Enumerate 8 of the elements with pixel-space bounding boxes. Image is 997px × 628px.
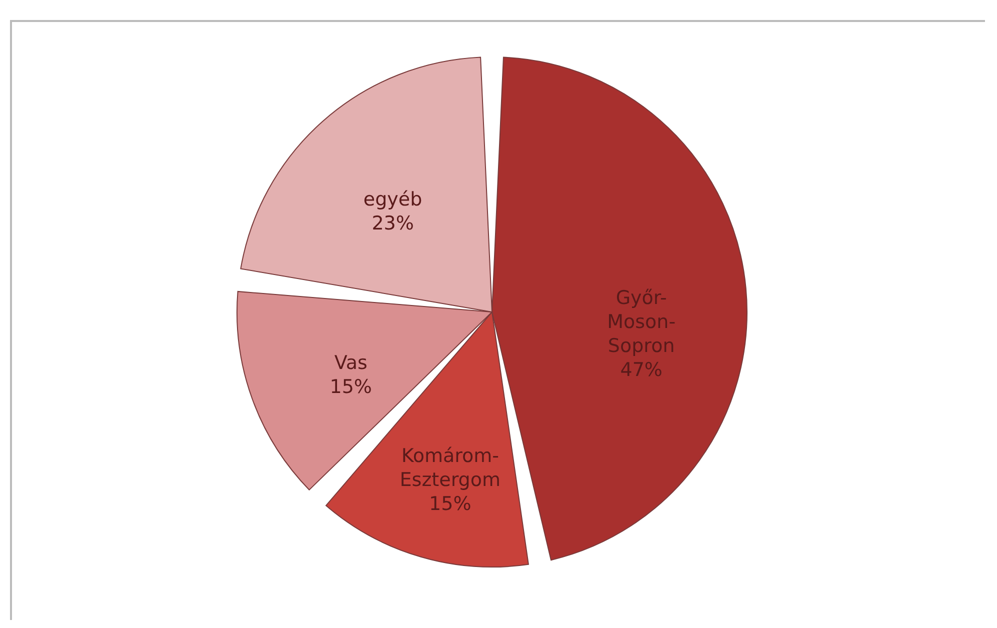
- slice-label: Komárom-Esztergom: [400, 445, 500, 492]
- slice-label: Vas: [334, 352, 368, 374]
- data-label: 15%: [330, 376, 372, 398]
- slice-label: egyéb: [363, 188, 422, 210]
- data-label: 15%: [429, 493, 472, 516]
- slice-label: Győr-Moson-Sopron: [607, 286, 676, 357]
- data-label: 23%: [372, 212, 414, 234]
- data-label: 47%: [620, 358, 662, 381]
